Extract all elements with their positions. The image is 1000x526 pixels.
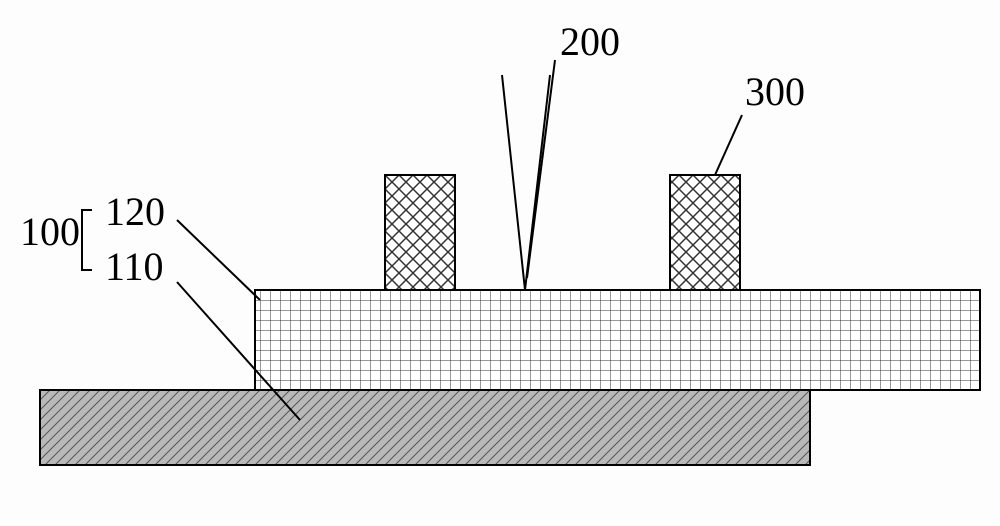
- leader-200: [527, 60, 555, 278]
- leader-120: [177, 220, 260, 300]
- leader-300: [715, 115, 742, 175]
- layer-120: [255, 290, 980, 390]
- tip-200: [502, 75, 550, 290]
- block-300-right: [670, 175, 740, 290]
- brace-100: [82, 210, 92, 270]
- layer-110: [40, 390, 810, 465]
- label-100: 100: [20, 209, 80, 254]
- block-300-left: [385, 175, 455, 290]
- label-200: 200: [560, 19, 620, 64]
- label-120: 120: [105, 189, 165, 234]
- label-300: 300: [745, 69, 805, 114]
- label-110: 110: [105, 244, 164, 289]
